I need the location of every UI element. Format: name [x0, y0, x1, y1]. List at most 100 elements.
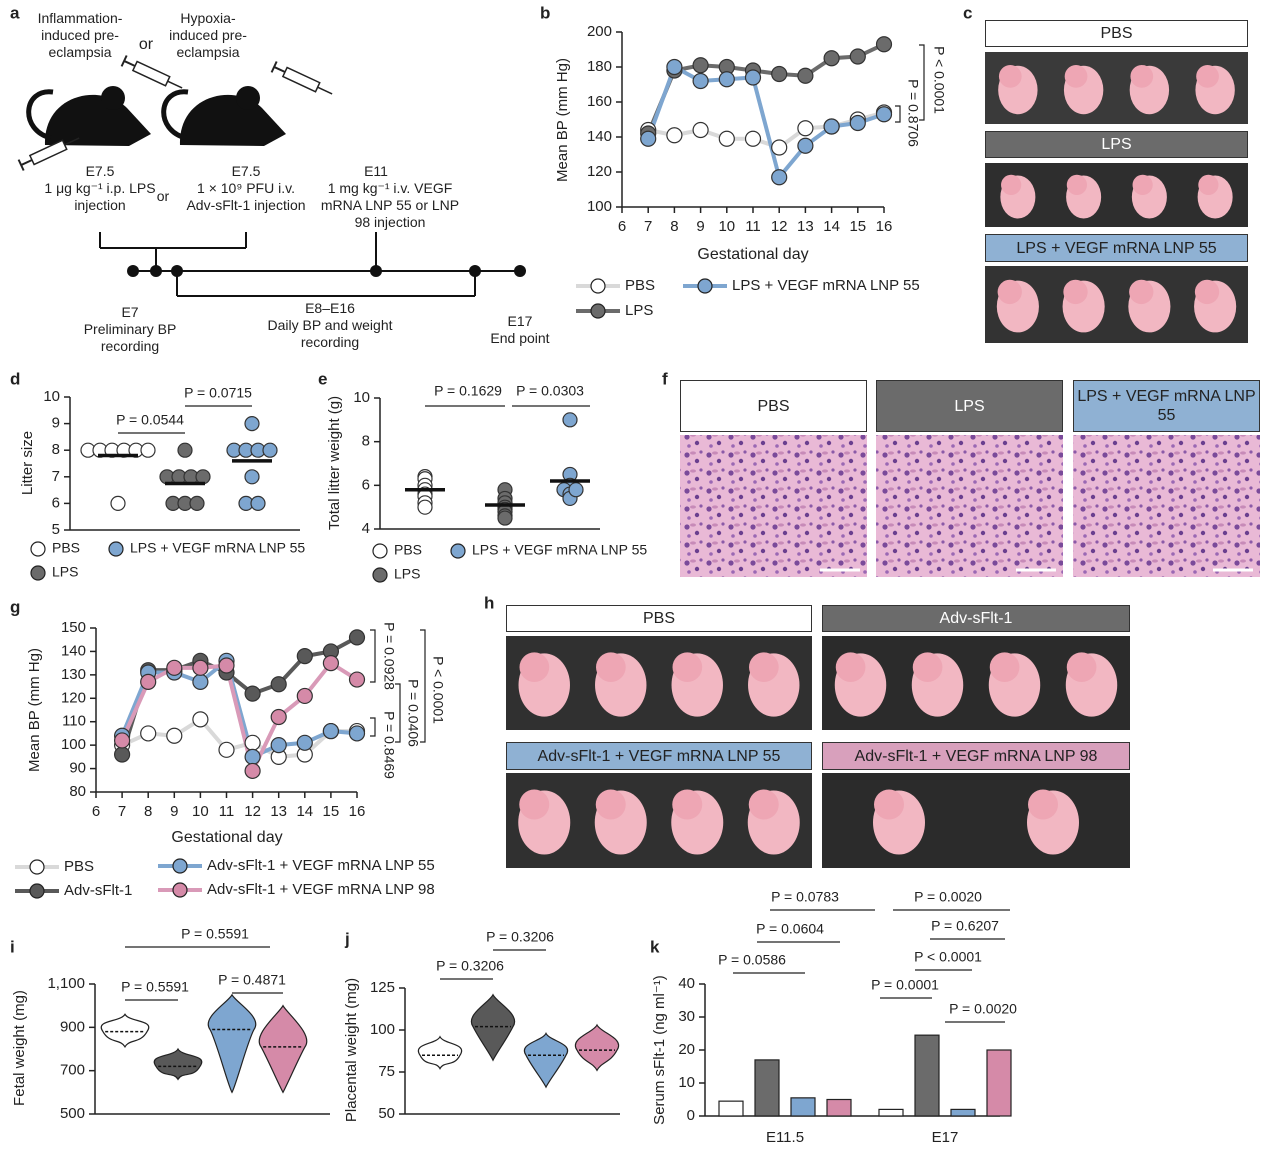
syringe-handle — [270, 61, 278, 73]
data-point — [348, 725, 366, 742]
y-tick-label: 130 — [61, 666, 86, 683]
y-axis-label: Mean BP (mm Hg) — [26, 648, 43, 772]
bar — [950, 1108, 976, 1117]
dose: 1 mg kg⁻¹ i.v. VEGF mRNA LNP 55 or LNP 9… — [320, 180, 460, 230]
data-point — [296, 734, 313, 751]
data-point — [666, 127, 683, 144]
panel-letter: i — [10, 937, 15, 956]
data-point — [192, 659, 209, 676]
bracket — [895, 105, 901, 123]
x-tick-label: 7 — [118, 803, 126, 820]
timeline-node — [171, 265, 183, 277]
y-tick-label: 8 — [52, 441, 60, 458]
note: End point — [490, 330, 550, 346]
legend-label: LPS + VEGF mRNA LNP 55 — [732, 277, 920, 294]
x-tick-label: 13 — [797, 218, 814, 235]
y-axis-label: Placental weight (mg) — [343, 978, 360, 1122]
x-tick-label: 14 — [823, 218, 840, 235]
pup-head — [1132, 174, 1153, 195]
histology — [1073, 435, 1260, 577]
y-tick-label: 5 — [52, 521, 60, 538]
legend-label: PBS — [52, 540, 80, 556]
pup-head — [1063, 279, 1088, 305]
x-tick-label: 10 — [192, 803, 209, 820]
data-point — [797, 67, 814, 84]
syringe-barrel — [281, 66, 321, 93]
panel-letter: j — [344, 929, 350, 948]
histology — [680, 435, 867, 577]
data-point — [250, 495, 266, 511]
pup-head — [835, 652, 866, 683]
panel-letter: d — [10, 369, 20, 388]
note: Daily BP and weight recording — [267, 317, 393, 350]
data-point — [322, 722, 339, 740]
data-point — [244, 734, 261, 751]
legend-marker — [172, 882, 188, 898]
legend-label: LPS — [625, 302, 653, 319]
legend-marker — [29, 883, 45, 899]
data-point — [562, 412, 578, 428]
title: Hypoxia-induced pre-eclampsia — [169, 10, 247, 60]
label-box: PBS — [680, 380, 867, 432]
label-box: LPS — [876, 380, 1063, 432]
y-axis-label: Serum sFlt-1 (ng ml⁻¹) — [651, 975, 668, 1125]
pup-head — [596, 652, 626, 683]
pup-head — [1198, 174, 1219, 195]
data-point — [875, 36, 893, 53]
syringe-handle — [120, 55, 128, 67]
label-box: LPS + VEGF mRNA LNP 55 — [985, 234, 1248, 262]
bar — [826, 1098, 852, 1117]
syringe-barrel — [131, 60, 171, 87]
or: or — [156, 188, 170, 204]
bracket — [370, 629, 376, 683]
y-tick-label: 700 — [60, 1062, 85, 1079]
p-value: P = 0.0715 — [184, 385, 252, 401]
series-line — [120, 657, 358, 760]
series-line — [646, 42, 885, 135]
pup-head — [1196, 64, 1219, 88]
data-point — [744, 69, 762, 86]
y-tick-label: 30 — [678, 1008, 695, 1025]
mouse-tail — [26, 89, 54, 141]
panel-letter: e — [318, 369, 327, 388]
x-tick-label: 6 — [92, 803, 100, 820]
x-tick-label: 7 — [644, 218, 652, 235]
legend-label: Adv-sFlt-1 + VEGF mRNA LNP 98 — [207, 881, 435, 898]
x-tick-label: 15 — [323, 803, 340, 820]
mouse-ear — [236, 86, 260, 110]
pup-head — [1066, 652, 1097, 683]
p-value: P = 0.0604 — [756, 921, 824, 937]
data-point — [110, 495, 126, 511]
y-tick-label: 500 — [60, 1105, 85, 1122]
y-tick-label: 120 — [587, 163, 612, 180]
y-tick-label: 9 — [52, 415, 60, 432]
x-tick-label: 8 — [670, 218, 678, 235]
label-box: PBS — [506, 605, 812, 632]
bar — [878, 1108, 904, 1117]
mouse-tail — [161, 89, 189, 141]
or: or — [138, 36, 154, 53]
p-value: P < 0.0001 — [914, 949, 982, 965]
data-point — [140, 725, 157, 742]
data-point — [692, 121, 709, 139]
x-tick-label: 13 — [270, 803, 287, 820]
pup-head — [1028, 789, 1058, 820]
data-point — [348, 671, 366, 688]
bracket — [919, 44, 925, 121]
label-box: LPS + VEGF mRNA LNP 55 — [1073, 380, 1260, 432]
legend-marker — [450, 543, 466, 559]
legend-marker — [172, 858, 188, 874]
x-tick-label: 16 — [349, 803, 366, 820]
p-value: P < 0.0001 — [931, 46, 947, 114]
timeline-node — [469, 265, 481, 277]
bar — [914, 1034, 940, 1117]
x-tick-label: 10 — [718, 218, 735, 235]
x-tick-label: 9 — [696, 218, 704, 235]
y-tick-label: 125 — [370, 979, 395, 996]
bar — [718, 1100, 744, 1117]
syringe-needle — [167, 80, 183, 89]
data-point — [771, 65, 788, 83]
pup-head — [998, 64, 1022, 88]
p-value: P = 0.1629 — [434, 383, 502, 399]
